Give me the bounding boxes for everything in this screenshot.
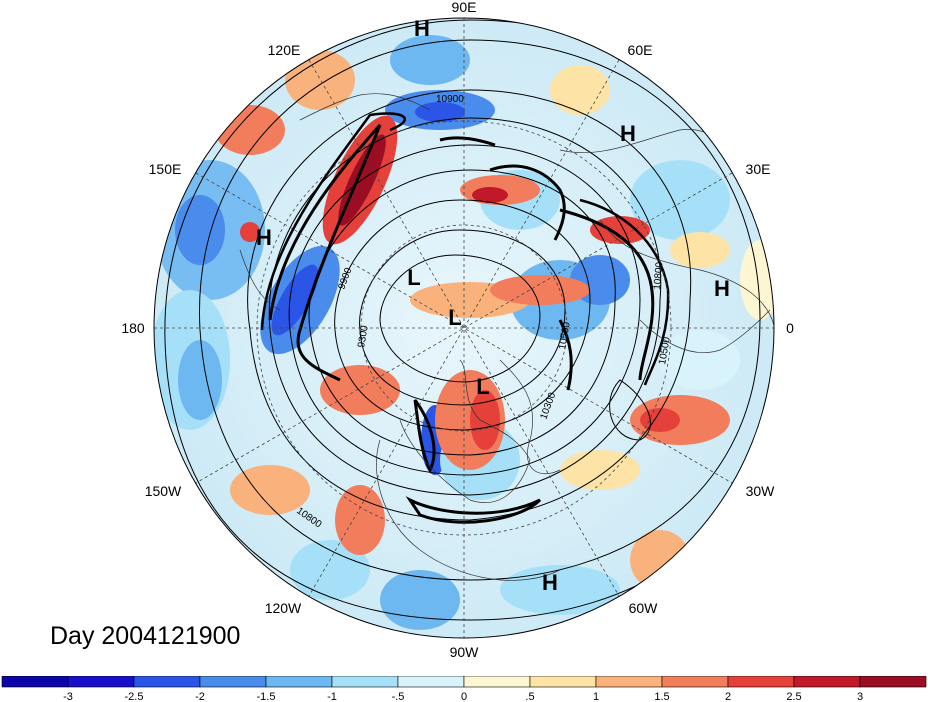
lon-label-120e: 120E — [268, 42, 301, 58]
colorbar-box — [67, 676, 135, 688]
lon-label-0: 0 — [786, 320, 794, 336]
lon-label-150e: 150E — [149, 161, 182, 177]
low-pressure-marker: L — [448, 305, 461, 330]
colorbar-box — [1, 676, 69, 688]
day-label: Day 2004121900 — [50, 622, 241, 650]
colorbar-box — [199, 676, 267, 688]
colorbar-box — [727, 676, 795, 688]
colorbar-tick-label: 2 — [725, 691, 731, 702]
height-contours — [164, 19, 774, 621]
colorbar-box — [595, 676, 663, 688]
contour-label: 10800 — [652, 261, 665, 290]
lon-label-150w: 150W — [145, 483, 182, 499]
high-pressure-marker: H — [620, 121, 636, 146]
lon-label-30w: 30W — [746, 483, 776, 499]
map-boundary — [153, 17, 775, 639]
colorbar-tick-label: 2.5 — [786, 691, 801, 702]
lon-label-30e: 30E — [746, 161, 771, 177]
lon-label-120w: 120W — [265, 600, 302, 616]
colorbar: -3 -2.5 -2 -1.5 -1 -.5 0 .5 1 1.5 2 2.5 3 — [1, 676, 927, 702]
colorbar-tick-label: 3 — [857, 691, 863, 702]
colorbar-box — [661, 676, 729, 688]
lon-label-90w: 90W — [450, 644, 480, 660]
polar-map: 90E 120E 60E 150E 30E 180 0 150W 30W 120… — [121, 0, 794, 660]
colorbar-box — [859, 676, 927, 688]
colorbar-tick-label: -3 — [63, 691, 73, 702]
colorbar-box — [133, 676, 201, 688]
contour-label: 10900 — [436, 94, 464, 105]
colorbar-tick-label: -.5 — [392, 691, 405, 702]
colorbar-tick-label: 1 — [593, 691, 599, 702]
high-pressure-marker: H — [714, 276, 730, 301]
lon-label-180: 180 — [121, 320, 145, 336]
low-pressure-marker: L — [476, 374, 489, 399]
colorbar-tick-label: 1.5 — [654, 691, 669, 702]
colorbar-box — [331, 676, 399, 688]
colorbar-box — [463, 676, 531, 688]
colorbar-box — [265, 676, 333, 688]
colorbar-tick-label: -2.5 — [125, 691, 144, 702]
contour-label: 10500 — [557, 321, 573, 351]
contour-label: 10500 — [657, 336, 673, 366]
colorbar-box — [397, 676, 465, 688]
low-pressure-marker: L — [407, 265, 420, 290]
lon-label-90e: 90E — [452, 0, 477, 15]
colorbar-box — [529, 676, 597, 688]
high-pressure-marker: H — [256, 225, 272, 250]
colorbar-tick-label: -2 — [195, 691, 205, 702]
colorbar-tick-label: -1 — [327, 691, 337, 702]
lat-lon-grid — [154, 18, 774, 638]
colorbar-tick-label: 0 — [461, 691, 467, 702]
colorbar-tick-label: -1.5 — [257, 691, 276, 702]
colorbar-tick-label: .5 — [525, 691, 534, 702]
high-pressure-marker: H — [542, 570, 558, 595]
lon-label-60e: 60E — [628, 42, 653, 58]
colorbar-boxes — [1, 676, 927, 688]
colorbar-box — [793, 676, 861, 688]
contour-label: 9300 — [356, 324, 371, 348]
high-pressure-marker: H — [414, 16, 430, 41]
colorbar-ticks: -3 -2.5 -2 -1.5 -1 -.5 0 .5 1 1.5 2 2.5 3 — [63, 691, 863, 702]
lon-label-60w: 60W — [629, 600, 659, 616]
